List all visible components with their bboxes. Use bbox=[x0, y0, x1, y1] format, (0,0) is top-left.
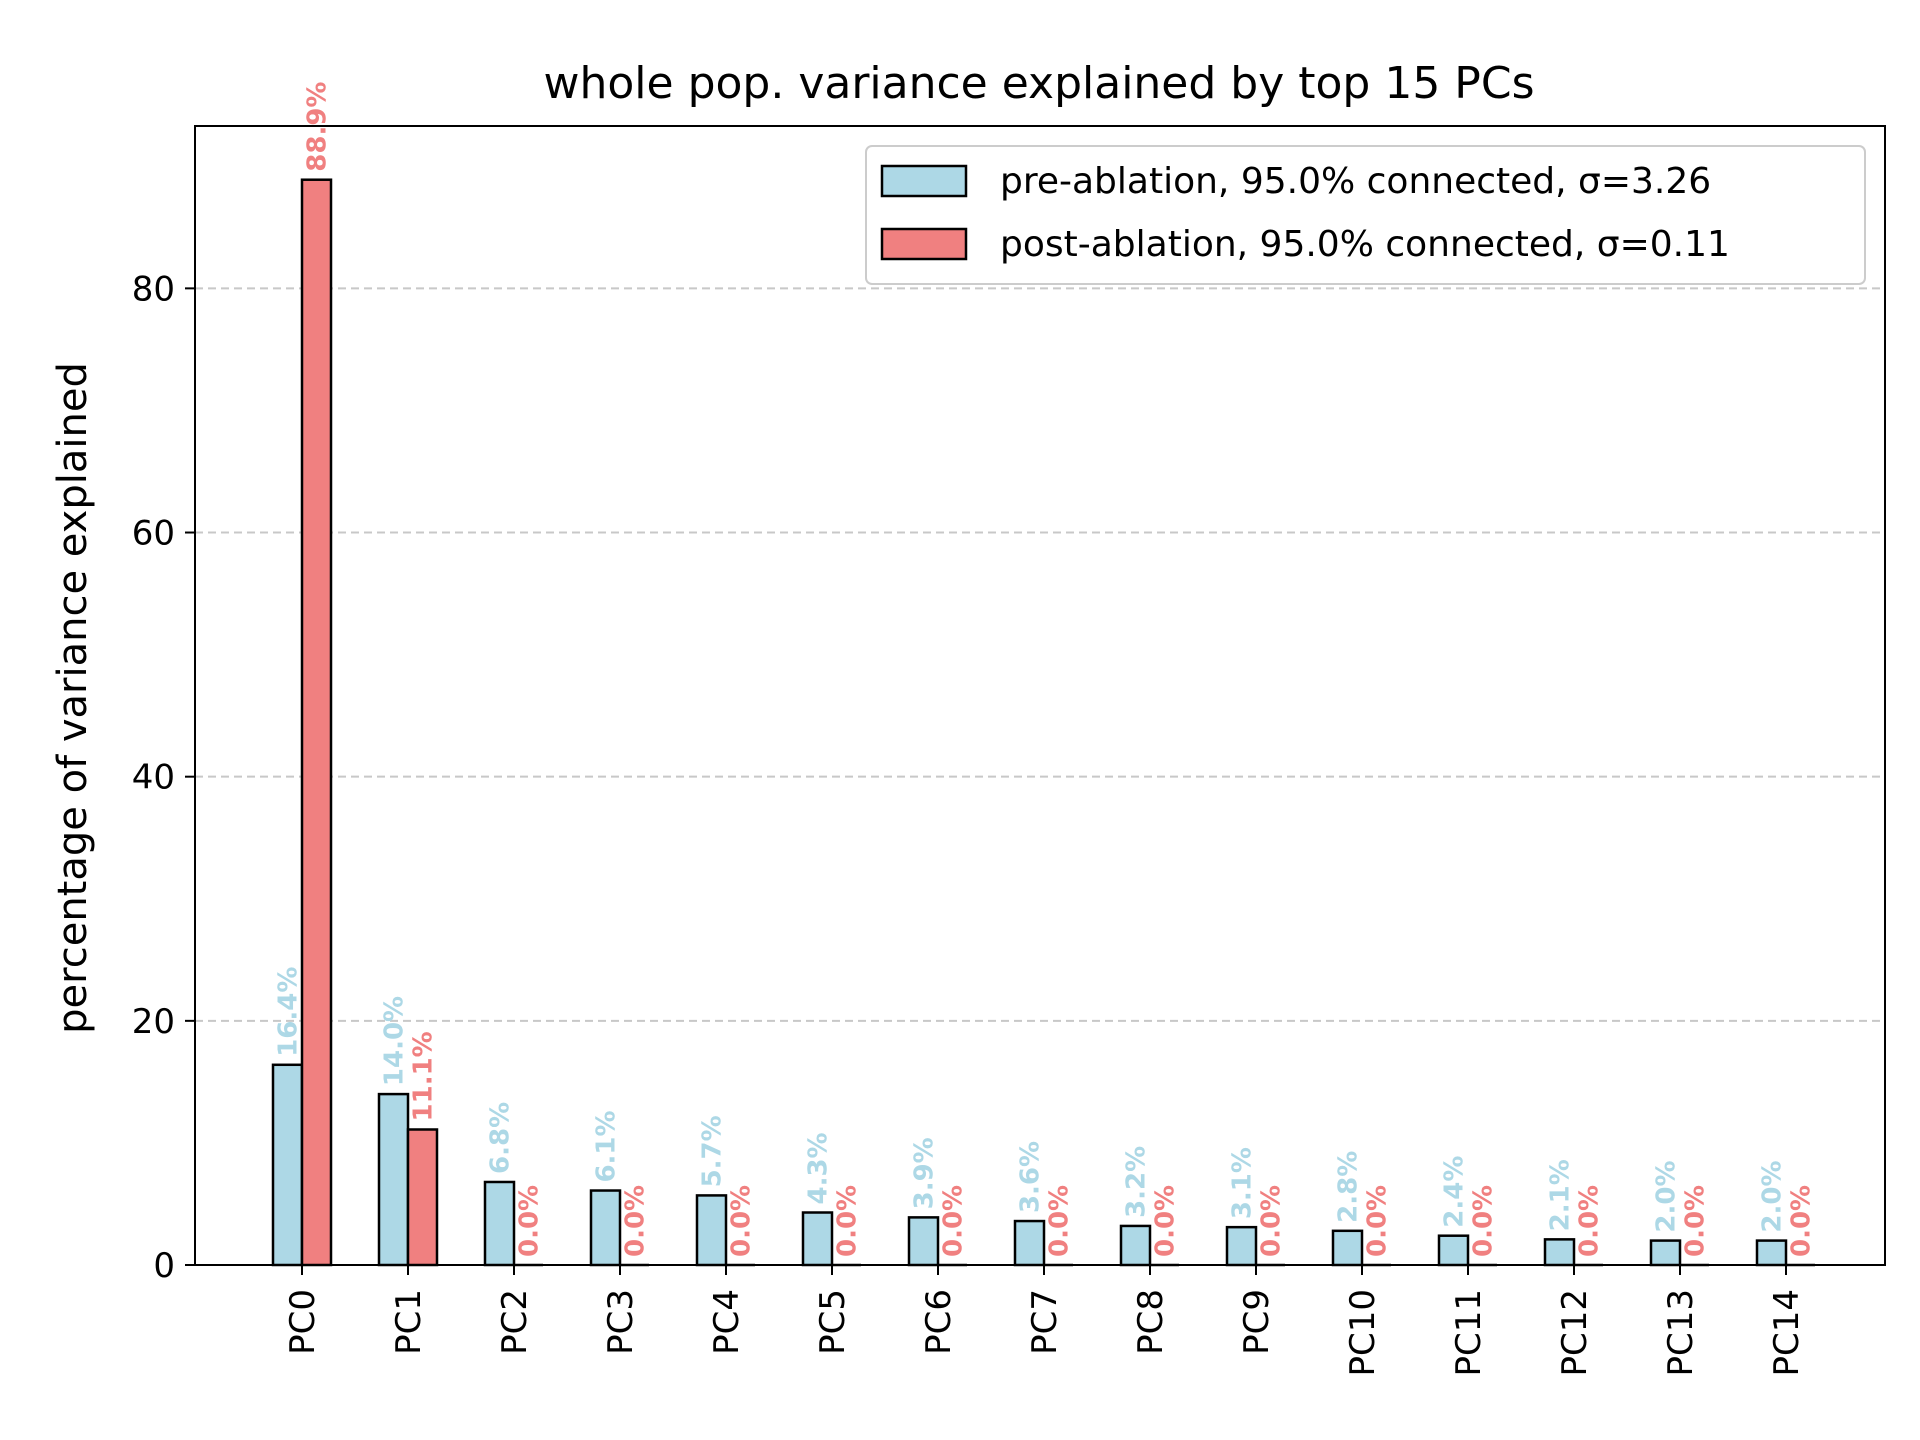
pre-ablation-label-PC7: 3.6% bbox=[1016, 1141, 1046, 1213]
pre-ablation-label-PC12: 2.1% bbox=[1546, 1159, 1576, 1231]
x-tick-label-PC10: PC10 bbox=[1343, 1289, 1383, 1377]
x-tick-label-PC14: PC14 bbox=[1767, 1289, 1807, 1377]
legend: pre-ablation, 95.0% connected, σ=3.26 pos… bbox=[865, 145, 1866, 285]
post-ablation-label-PC12: 0.0% bbox=[1575, 1185, 1605, 1257]
post-ablation-label-PC9: 0.0% bbox=[1257, 1185, 1287, 1257]
pre-ablation-bar-PC1 bbox=[377, 1092, 410, 1267]
x-tick-label-PC6: PC6 bbox=[919, 1289, 959, 1355]
pre-ablation-label-PC6: 3.9% bbox=[910, 1137, 940, 1209]
pre-ablation-label-PC13: 2.0% bbox=[1652, 1160, 1682, 1232]
pre-ablation-bar-PC8 bbox=[1119, 1224, 1152, 1267]
pre-ablation-label-PC5: 4.3% bbox=[804, 1132, 834, 1204]
pre-ablation-bar-PC14 bbox=[1755, 1239, 1788, 1267]
post-ablation-label-PC13: 0.0% bbox=[1681, 1185, 1711, 1257]
x-tick-label-PC2: PC2 bbox=[495, 1289, 535, 1355]
y-axis-label: percentage of variance explained bbox=[50, 362, 96, 1034]
grid-lines bbox=[195, 287, 1885, 1022]
legend-swatch-pre-ablation bbox=[880, 164, 968, 198]
x-axis-ticks: PC0 PC1 PC2 PC3 PC4 PC5 PC6 PC7 PC8 PC9 PC10 PC11 PC… bbox=[283, 1265, 1807, 1377]
x-tick-label-PC4: PC4 bbox=[707, 1289, 747, 1355]
pre-ablation-label-PC1: 14.0% bbox=[380, 996, 410, 1086]
x-tick-label-PC1: PC1 bbox=[389, 1289, 429, 1355]
y-tick-label: 0 bbox=[153, 1246, 175, 1286]
pre-ablation-bar-PC9 bbox=[1225, 1225, 1258, 1267]
post-ablation-label-PC6: 0.0% bbox=[939, 1185, 969, 1257]
post-ablation-label-PC11: 0.0% bbox=[1469, 1185, 1499, 1257]
post-ablation-label-PC14: 0.0% bbox=[1787, 1185, 1817, 1257]
pre-ablation-label-PC11: 2.4% bbox=[1440, 1156, 1470, 1228]
post-ablation-label-PC3: 0.0% bbox=[621, 1185, 651, 1257]
pre-ablation-bar-PC2 bbox=[483, 1180, 516, 1267]
x-tick-label-PC12: PC12 bbox=[1555, 1289, 1595, 1377]
pre-ablation-bar-PC3 bbox=[589, 1189, 622, 1267]
chart-title: whole pop. variance explained by top 15 … bbox=[544, 58, 1535, 109]
post-ablation-bar-PC1 bbox=[406, 1128, 439, 1267]
post-ablation-label-PC2: 0.0% bbox=[515, 1185, 545, 1257]
x-tick-label-PC13: PC13 bbox=[1661, 1289, 1701, 1377]
x-tick-label-PC8: PC8 bbox=[1131, 1289, 1171, 1355]
pre-ablation-bar-PC7 bbox=[1013, 1219, 1046, 1267]
pre-ablation-bar-PC11 bbox=[1437, 1234, 1470, 1267]
pre-ablation-label-PC8: 3.2% bbox=[1122, 1146, 1152, 1218]
legend-box bbox=[865, 145, 1866, 285]
pre-ablation-label-PC10: 2.8% bbox=[1334, 1151, 1364, 1223]
post-ablation-label-PC5: 0.0% bbox=[833, 1185, 863, 1257]
pre-ablation-label-PC4: 5.7% bbox=[698, 1115, 728, 1187]
x-tick-label-PC3: PC3 bbox=[601, 1289, 641, 1355]
pre-ablation-bar-PC5 bbox=[801, 1211, 834, 1267]
legend-swatch-post-ablation bbox=[880, 227, 968, 261]
post-ablation-label-PC1: 11.1% bbox=[409, 1031, 439, 1121]
y-tick-label: 40 bbox=[132, 758, 175, 798]
post-ablation-label-PC8: 0.0% bbox=[1151, 1185, 1181, 1257]
post-ablation-label-PC10: 0.0% bbox=[1363, 1185, 1393, 1257]
legend-label-post-ablation: post-ablation, 95.0% connected, σ=0.11 bbox=[1000, 224, 1730, 265]
x-tick-label-PC7: PC7 bbox=[1025, 1289, 1065, 1355]
y-tick-label: 60 bbox=[132, 514, 175, 554]
y-tick-label: 20 bbox=[132, 1002, 175, 1042]
pre-ablation-bar-PC6 bbox=[907, 1216, 940, 1267]
x-tick-label-PC9: PC9 bbox=[1237, 1289, 1277, 1355]
x-tick-label-PC11: PC11 bbox=[1449, 1289, 1489, 1377]
pre-ablation-label-PC2: 6.8% bbox=[486, 1102, 516, 1174]
y-axis-ticks: 0 20 40 60 80 bbox=[132, 269, 195, 1286]
legend-label-pre-ablation: pre-ablation, 95.0% connected, σ=3.26 bbox=[1000, 161, 1711, 202]
y-tick-label: 80 bbox=[132, 269, 175, 309]
pre-ablation-bar-PC0 bbox=[271, 1063, 304, 1267]
pre-ablation-label-PC3: 6.1% bbox=[592, 1110, 622, 1182]
post-ablation-bar-PC0 bbox=[300, 178, 333, 1267]
post-ablation-label-PC4: 0.0% bbox=[727, 1185, 757, 1257]
plot-area bbox=[194, 125, 1886, 1266]
pre-ablation-label-PC14: 2.0% bbox=[1758, 1160, 1788, 1232]
x-tick-label-PC0: PC0 bbox=[283, 1289, 323, 1355]
bar-labels: 16.4%88.9%14.0% 11.1%6.8%0.0%6.1%0.0%5.7%… bbox=[274, 82, 1817, 1257]
pre-ablation-label-PC0: 16.4% bbox=[274, 967, 304, 1057]
pre-ablation-bar-PC4 bbox=[695, 1194, 728, 1267]
pre-ablation-bar-PC10 bbox=[1331, 1229, 1364, 1267]
pre-ablation-bar-PC13 bbox=[1649, 1239, 1682, 1267]
x-tick-label-PC5: PC5 bbox=[813, 1289, 853, 1355]
pre-ablation-bar-PC12 bbox=[1543, 1238, 1576, 1267]
post-ablation-label-PC7: 0.0% bbox=[1045, 1185, 1075, 1257]
pre-ablation-label-PC9: 3.1% bbox=[1228, 1147, 1258, 1219]
